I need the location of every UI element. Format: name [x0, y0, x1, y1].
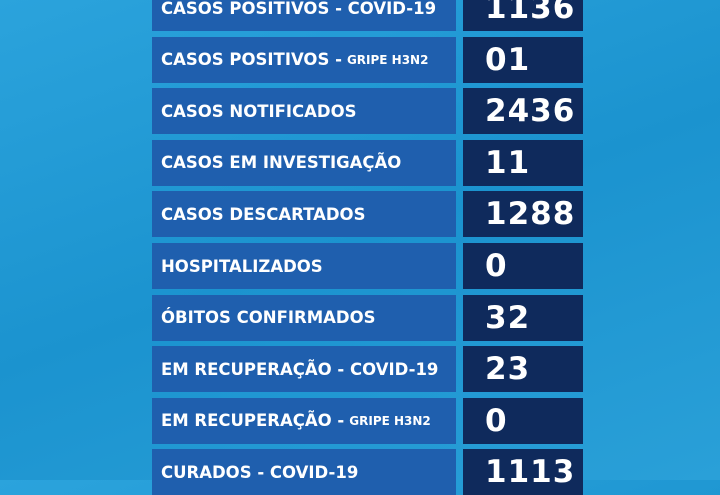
row-value: 32	[463, 294, 583, 341]
row-value: 1113	[463, 449, 583, 495]
row-label: EM RECUPERAÇÃO - COVID-19	[152, 346, 456, 393]
label-text: CASOS POSITIVOS - COVID-19	[161, 0, 437, 18]
row-value: 1136	[463, 0, 583, 31]
row-value: 11	[463, 139, 583, 186]
row-value: 0	[463, 397, 583, 444]
label-text: CURADOS - COVID-19	[161, 462, 359, 482]
row-value: 2436	[463, 88, 583, 135]
label-text: ÓBITOS CONFIRMADOS	[161, 308, 376, 328]
row-value: 01	[463, 36, 583, 83]
row-value: 0	[463, 243, 583, 289]
row-label: ÓBITOS CONFIRMADOS	[152, 294, 456, 341]
row-label: CASOS DESCARTADOS	[152, 191, 456, 238]
row-value: 1288	[463, 191, 583, 238]
row-label: EM RECUPERAÇÃO - GRIPE H3N2	[152, 397, 456, 444]
row-label: CASOS EM INVESTIGAÇÃO	[152, 139, 456, 186]
label-text: HOSPITALIZADOS	[161, 256, 323, 276]
label-suffix: GRIPE H3N2	[346, 52, 429, 67]
label-text: CASOS NOTIFICADOS	[161, 101, 357, 121]
label-text: CASOS EM INVESTIGAÇÃO	[161, 153, 402, 173]
row-label: CASOS POSITIVOS - COVID-19	[152, 0, 456, 31]
row-value: 23	[463, 346, 583, 393]
row-label: CURADOS - COVID-19	[152, 449, 456, 495]
label-suffix: GRIPE H3N2	[349, 413, 431, 428]
label-text: EM RECUPERAÇÃO -	[161, 411, 345, 431]
label-text: CASOS POSITIVOS -	[161, 50, 342, 70]
label-text: CASOS DESCARTADOS	[161, 204, 366, 224]
row-label: HOSPITALIZADOS	[152, 243, 456, 289]
row-label: CASOS NOTIFICADOS	[152, 88, 456, 135]
label-text: EM RECUPERAÇÃO - COVID-19	[161, 359, 439, 379]
row-label: CASOS POSITIVOS - GRIPE H3N2	[152, 36, 456, 83]
